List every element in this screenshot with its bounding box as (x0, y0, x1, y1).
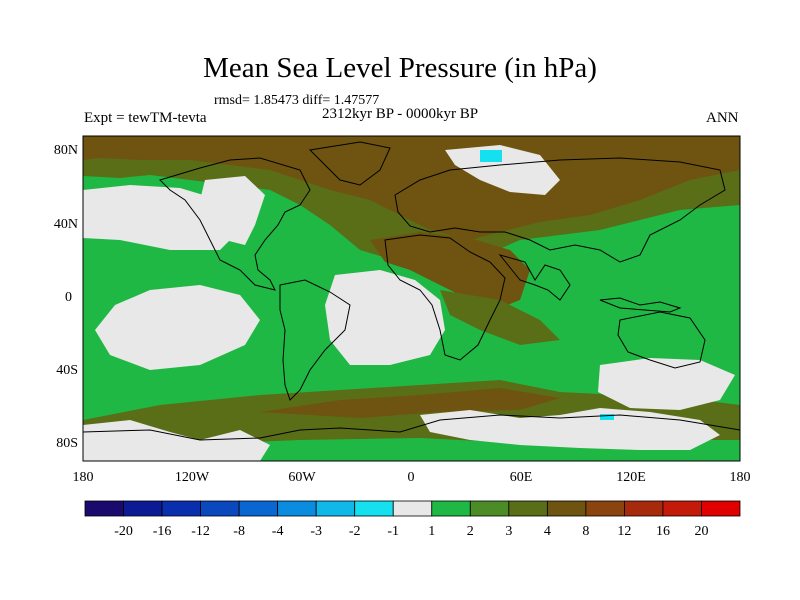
latitude-axis: 80N 40N 0 40S 80S (54, 143, 78, 451)
colorbar-box (277, 500, 317, 517)
lon-tick-label: 60E (510, 470, 533, 485)
north-america-coast (159, 157, 311, 291)
colorbar-label: 1 (428, 524, 435, 539)
colorbar-labels: -20 -16 -12 -8 -4 -3 -2 -1 1 2 3 4 8 12 16 20 (114, 524, 708, 539)
colorbar-box (624, 500, 664, 517)
colorbar-label: -8 (233, 524, 245, 539)
lon-tick-label: 120W (175, 470, 210, 485)
colorbar-label: 8 (582, 524, 589, 539)
lon-tick-label: 180 (73, 470, 94, 485)
south-america-coast (279, 279, 351, 401)
colorbar-box (701, 500, 741, 517)
colorbar-label: -20 (114, 524, 133, 539)
lat-tick-label: 40S (56, 363, 78, 378)
lon-tick-label: 120E (616, 470, 646, 485)
colorbar-label: -12 (191, 524, 210, 539)
colorbar (84, 500, 741, 517)
lon-tick-label: 180 (730, 470, 751, 485)
arctic-core-anomaly (83, 136, 740, 240)
colorbar-box (585, 500, 625, 517)
longitude-axis: 180 120W 60W 0 60E 120E 180 (73, 470, 751, 485)
colorbar-box (508, 500, 548, 517)
lon-tick-label: 0 (408, 470, 415, 485)
antarctica-coast (82, 414, 741, 441)
colorbar-label: 3 (505, 524, 512, 539)
colorbar-box (315, 500, 356, 517)
colorbar-box (84, 500, 124, 517)
coastlines (82, 141, 741, 441)
colorbar-box (200, 500, 240, 517)
indian-ocean-anomaly (440, 290, 560, 345)
north-america-neutral (200, 176, 265, 245)
colorbar-box (469, 500, 510, 517)
colorbar-box (431, 500, 471, 517)
lat-tick-label: 40N (54, 217, 78, 232)
indonesia-coast (599, 297, 682, 313)
colorbar-label: 2 (467, 524, 474, 539)
colorbar-label: -2 (349, 524, 361, 539)
north-africa-anomaly (370, 232, 530, 308)
colorbar-label: -1 (387, 524, 399, 539)
south-atlantic-neutral (325, 270, 445, 365)
europe-asia-coast (394, 157, 726, 263)
south-indian-neutral (598, 358, 735, 410)
colorbar-box (546, 500, 587, 517)
rmsd-diff-stats: rmsd= 1.85473 diff= 1.47577 (214, 93, 380, 108)
colorbar-box (662, 500, 702, 517)
colorbar-label: -4 (272, 524, 284, 539)
map-frame (82, 135, 741, 462)
lon-tick-label: 60W (288, 470, 316, 485)
colorbar-box (161, 500, 201, 517)
colorbar-box (354, 500, 394, 517)
australia-coast (617, 311, 706, 369)
plot-title: Mean Sea Level Pressure (in hPa) (203, 52, 597, 84)
colorbar-box (123, 500, 163, 517)
colorbar-box (392, 500, 433, 517)
colorbar-box (238, 500, 279, 517)
lat-tick-label: 0 (65, 290, 72, 305)
lat-tick-label: 80S (56, 436, 78, 451)
colorbar-label: 4 (544, 524, 551, 539)
colorbar-label: 20 (694, 524, 708, 539)
experiment-label: Expt = tewTM-tevta (84, 110, 207, 126)
colorbar-label: -3 (310, 524, 322, 539)
arctic-negative (480, 150, 502, 162)
colorbar-label: 16 (656, 524, 670, 539)
tropical-pacific-neutral (95, 285, 260, 370)
antarctic-negative (600, 414, 614, 420)
colorbar-label: 12 (617, 524, 631, 539)
africa-coast (384, 234, 506, 361)
season-label: ANN (706, 110, 739, 126)
arabia-india-coast (498, 254, 571, 301)
antarctic-east-neutral (420, 408, 720, 450)
map-field (83, 136, 740, 461)
lat-tick-label: 80N (54, 143, 78, 158)
colorbar-label: -16 (153, 524, 172, 539)
greenland-sea-neutral (445, 145, 560, 195)
period-label: 2312kyr BP - 0000kyr BP (322, 106, 479, 122)
southern-ocean-core (260, 388, 560, 418)
greenland-coast (308, 141, 391, 186)
